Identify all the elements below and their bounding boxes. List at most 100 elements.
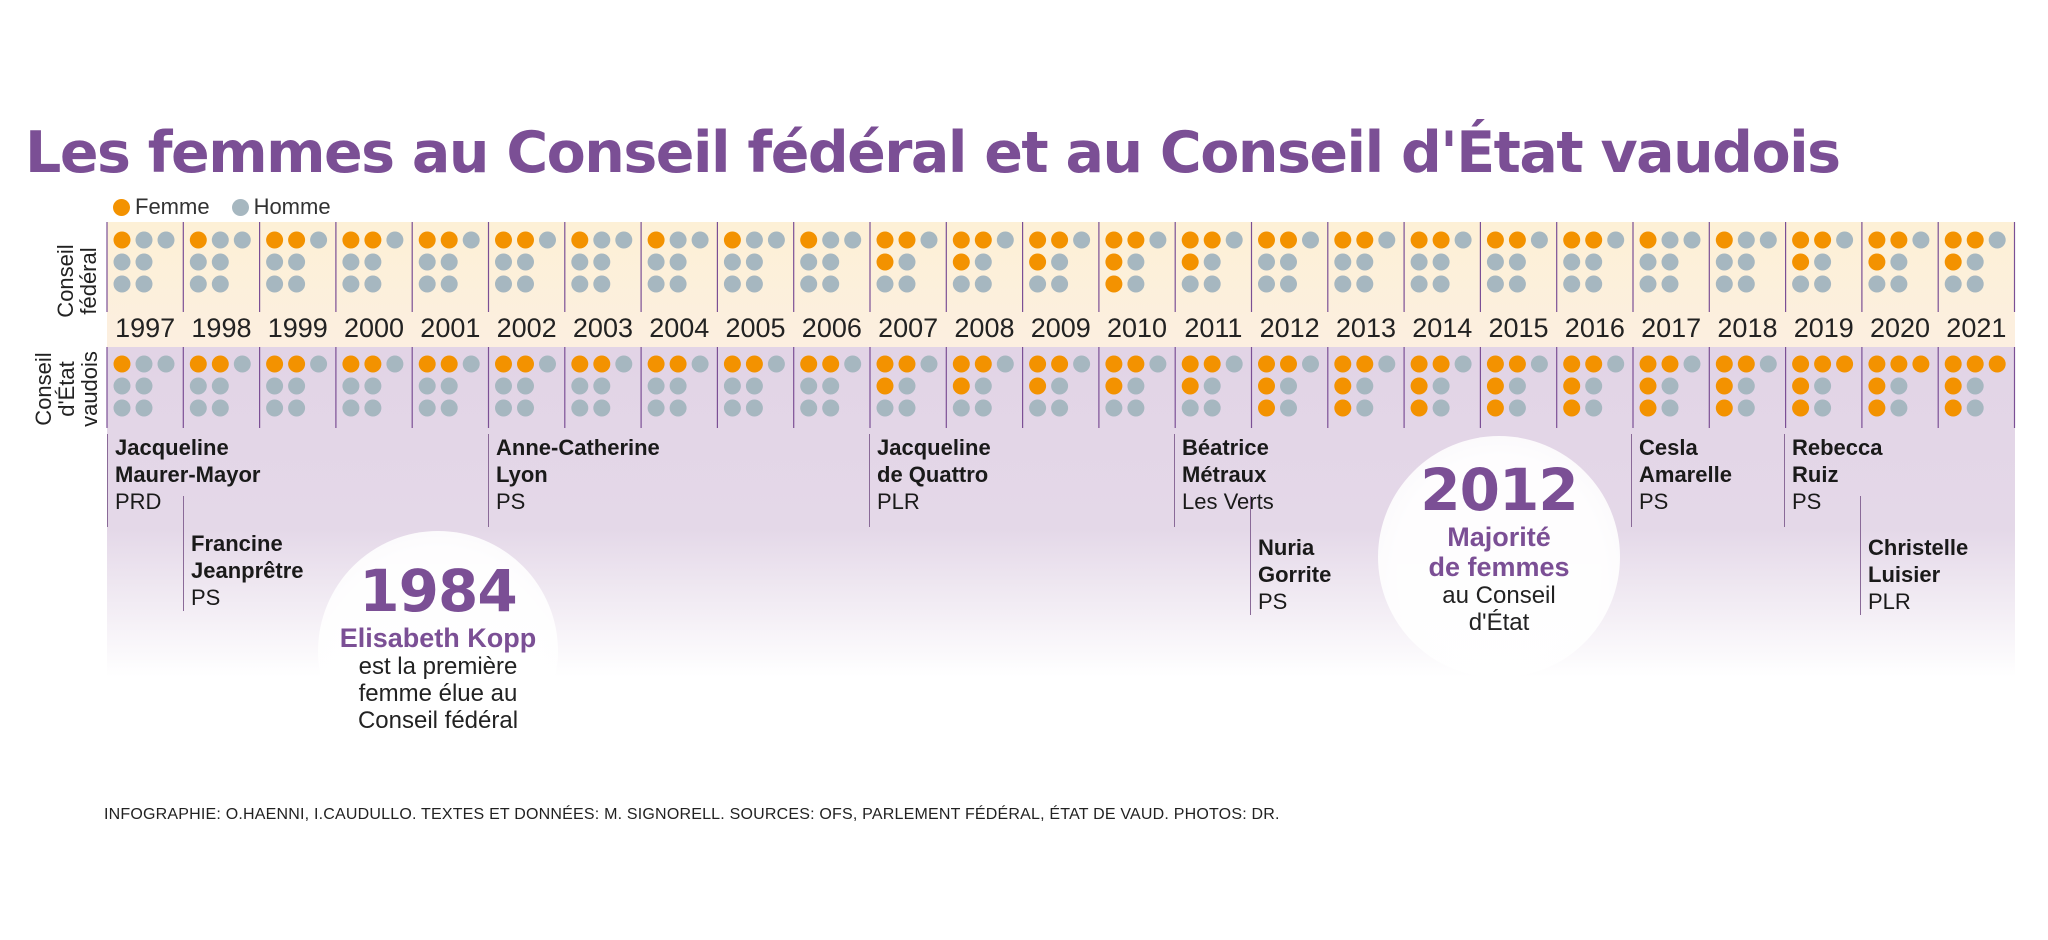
- federal-seat-dot: [1029, 253, 1047, 271]
- vaud-seat-dot: [1073, 355, 1091, 373]
- federal-seat-dot: [1944, 275, 1962, 293]
- vaud-seat-dot: [952, 377, 970, 395]
- callout-1984-line: Conseil fédéral: [357, 707, 519, 734]
- federal-seat-dot: [288, 275, 306, 293]
- federal-seat-dot: [310, 231, 328, 249]
- federal-seat-dot: [1966, 231, 1984, 249]
- federal-seat-dot: [1737, 275, 1755, 293]
- federal-seat-dot: [517, 231, 534, 249]
- vaud-seat-dot: [876, 377, 894, 395]
- vaud-seat-dot: [898, 377, 916, 395]
- vaud-seat-dot: [1585, 399, 1603, 417]
- vaud-seat-dot: [1966, 377, 1984, 395]
- federal-seat-dot: [647, 231, 665, 249]
- vaud-seat-dot: [1356, 399, 1374, 417]
- vaud-seat-dot: [1661, 355, 1679, 373]
- federal-seat-dot: [1661, 253, 1679, 271]
- vaud-seat-dot: [1944, 377, 1962, 395]
- year-label: 1999: [268, 313, 328, 343]
- federal-seat-dot: [898, 231, 916, 249]
- federal-seat-dot: [1334, 253, 1352, 271]
- callout-1984-line: est la première: [358, 653, 518, 680]
- vaud-seat-dot: [462, 355, 480, 373]
- federal-seat-dot: [1203, 275, 1221, 293]
- federal-seat-dot: [593, 253, 611, 271]
- federal-seat-dot: [1585, 231, 1603, 249]
- vaud-seat-dot: [1966, 355, 1984, 373]
- federal-seat-dot: [1105, 231, 1123, 249]
- vaud-seat-dot: [1149, 355, 1167, 373]
- federal-seat-dot: [1203, 231, 1221, 249]
- federal-seat-dot: [996, 231, 1014, 249]
- federal-seat-dot: [920, 231, 938, 249]
- vaud-seat-dot: [1639, 399, 1657, 417]
- federal-seat-dot: [1051, 253, 1069, 271]
- vaud-seat-dot: [539, 355, 556, 373]
- federal-seat-dot: [1127, 275, 1145, 293]
- federal-seat-dot: [1715, 231, 1733, 249]
- legend-item-male: Homme: [231, 194, 331, 220]
- vaud-seat-dot: [723, 399, 741, 417]
- chart-title: Les femmes au Conseil fédéral et au Cons…: [25, 120, 1841, 186]
- vaud-seat-dot: [691, 355, 709, 373]
- federal-seat-dot: [800, 253, 818, 271]
- federal-seat-dot: [539, 231, 556, 249]
- vaud-seat-dot: [1280, 377, 1297, 395]
- vaud-seat-dot: [571, 399, 589, 417]
- vaud-seat-dot: [1432, 355, 1450, 373]
- federal-seat-dot: [1432, 275, 1450, 293]
- federal-seat-dot: [135, 275, 153, 293]
- federal-seat-dot: [1639, 231, 1657, 249]
- vaud-seat-dot: [157, 355, 175, 373]
- federal-seat-dot: [233, 231, 251, 249]
- federal-seat-dot: [1639, 275, 1657, 293]
- federal-seat-dot: [157, 231, 175, 249]
- federal-seat-dot: [1944, 253, 1962, 271]
- vaud-seat-dot: [1737, 355, 1755, 373]
- federal-seat-dot: [1661, 275, 1679, 293]
- person-lyon: Anne-Catherine Lyon PS: [488, 434, 660, 527]
- vaud-seat-dot: [1356, 355, 1374, 373]
- vaud-seat-dot: [266, 377, 284, 395]
- vaud-seat-dot: [974, 377, 992, 395]
- year-label: 2005: [726, 313, 786, 343]
- federal-seat-dot: [1639, 253, 1657, 271]
- vaud-seat-dot: [517, 399, 534, 417]
- vaud-seat-dot: [440, 355, 458, 373]
- vaud-seat-dot: [1966, 399, 1984, 417]
- year-label: 2021: [1946, 313, 2006, 343]
- federal-seat-dot: [386, 231, 404, 249]
- federal-seat-dot: [1334, 275, 1352, 293]
- vaud-seat-dot: [745, 399, 763, 417]
- callout-2012-year: 2012: [1420, 456, 1578, 524]
- vaud-seat-dot: [266, 355, 284, 373]
- federal-seat-dot: [1486, 231, 1504, 249]
- federal-seat-dot: [647, 275, 665, 293]
- vaud-seat-dot: [418, 377, 436, 395]
- federal-seat-dot: [1356, 231, 1374, 249]
- vaud-seat-dot: [593, 377, 611, 395]
- vaud-seat-dot: [952, 399, 970, 417]
- vaud-seat-dot: [1868, 377, 1886, 395]
- year-label: 2009: [1031, 313, 1091, 343]
- vaud-seat-dot: [1890, 355, 1908, 373]
- federal-seat-dot: [1890, 231, 1908, 249]
- person-de-quattro: Jacqueline de Quattro PLR: [869, 434, 991, 527]
- federal-seat-dot: [952, 275, 970, 293]
- federal-seat-dot: [1508, 275, 1526, 293]
- vaud-seat-dot: [113, 355, 131, 373]
- year-label: 2007: [878, 313, 938, 343]
- vaud-seat-dot: [745, 377, 763, 395]
- federal-seat-dot: [1966, 275, 1984, 293]
- person-gorrite: Nuria Gorrite PS: [1250, 496, 1331, 615]
- callout-1984: 1984 Elisabeth Kopp est la première femm…: [318, 531, 558, 771]
- federal-seat-dot: [1410, 253, 1428, 271]
- federal-seat-dot: [440, 253, 458, 271]
- callout-1984-line: femme élue au: [358, 680, 518, 707]
- federal-seat-dot: [1530, 231, 1548, 249]
- legend-female-label: Femme: [135, 194, 210, 219]
- federal-seat-dot: [1759, 231, 1777, 249]
- federal-seat-dot: [135, 231, 153, 249]
- person-luisier: Christelle Luisier PLR: [1860, 496, 1968, 615]
- vaud-seat-dot: [342, 355, 360, 373]
